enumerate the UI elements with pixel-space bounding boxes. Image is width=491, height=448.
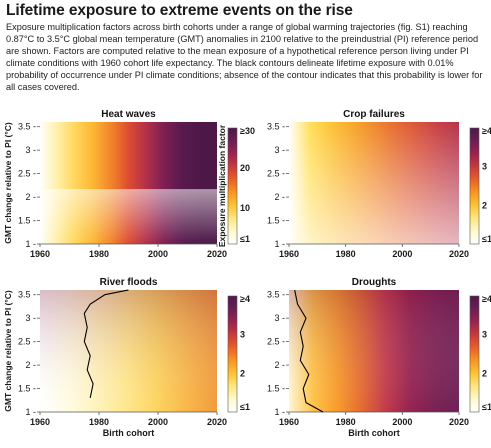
x-tick-label: 1980 — [336, 249, 356, 259]
x-tick-label: 2020 — [449, 249, 469, 259]
y-tick-label: 3.5 - — [267, 122, 285, 132]
y-tick-label: 3.5 - — [18, 122, 36, 132]
colorbar-tick-label: ≤1 — [482, 234, 491, 244]
colorbar-tick-label: 3 — [482, 330, 487, 340]
colorbar-tick-label: 20 — [240, 163, 250, 173]
colorbar-tick-label: 3 — [240, 330, 245, 340]
x-axis-label: Birth cohort — [348, 428, 400, 438]
colorbar-tick-label: 2 — [482, 200, 487, 210]
y-tick-label: 2.5 - — [18, 337, 36, 347]
colorbar — [469, 127, 480, 245]
colorbar-tick-label: ≥4 — [482, 126, 491, 136]
exposure-contour — [294, 289, 324, 413]
x-tick-label: 1980 — [336, 417, 356, 427]
heatmap-shading — [40, 290, 217, 412]
heatmap-panel-4: Droughts 1 - 1.5 - 2 - 2.5 - 3 - 3.5 - 1960 1980… — [267, 277, 491, 438]
y-tick-label: 2.5 - — [267, 337, 285, 347]
x-tick-label: 2000 — [392, 417, 412, 427]
x-tick-label: 1980 — [89, 417, 109, 427]
colorbar-tick-label: 2 — [482, 368, 487, 378]
x-tick-label: 2000 — [148, 417, 168, 427]
x-tick-label: 2000 — [148, 249, 168, 259]
x-tick-label: 1960 — [30, 249, 50, 259]
exposure-contour — [83, 289, 129, 399]
y-tick-label: 1 - — [274, 407, 285, 417]
y-tick-label: 3.5 - — [267, 290, 285, 300]
y-axis-label: GMT change relative to PI (°C) — [3, 122, 13, 244]
x-tick-label: 2020 — [207, 249, 227, 259]
colorbar-label: Exposure multiplication factor — [217, 124, 227, 247]
y-tick-label: 1.5 - — [18, 384, 36, 394]
y-tick-label: 2 - — [274, 192, 285, 202]
heatmap-shading — [289, 290, 459, 412]
colorbar-tick-label: ≤1 — [240, 402, 250, 412]
y-tick-label: 3.5 - — [18, 290, 36, 300]
y-tick-label: 1.5 - — [267, 216, 285, 226]
y-tick-label: 2.5 - — [18, 169, 36, 179]
heatmap-shading — [40, 189, 217, 244]
x-tick-label: 1960 — [279, 249, 299, 259]
y-axis-label: GMT change relative to PI (°C) — [3, 290, 13, 412]
y-tick-label: 3 - — [25, 145, 36, 155]
y-tick-label: 2.5 - — [267, 169, 285, 179]
panel-title: Crop failures — [343, 109, 405, 120]
figure-title: Lifetime exposure to extreme events on t… — [6, 2, 353, 19]
heatmap-panel-3: River floods 1 - 1.5 - 2 - 2.5 - 3 - 3.5 - 1960… — [3, 277, 250, 438]
colorbar-tick-label: 10 — [240, 203, 250, 213]
x-tick-label: 1960 — [30, 417, 50, 427]
colorbar — [227, 127, 238, 245]
colorbar-tick-label: 2 — [240, 368, 245, 378]
y-tick-label: 1.5 - — [18, 216, 36, 226]
colorbar-tick-label: ≥4 — [240, 294, 250, 304]
x-axis-label: Birth cohort — [103, 428, 155, 438]
figure-subtitle: Exposure multiplication factors across b… — [6, 22, 483, 93]
y-tick-label: 3 - — [25, 313, 36, 323]
x-tick-label: 2000 — [392, 249, 412, 259]
colorbar-tick-label: ≤1 — [240, 234, 250, 244]
x-tick-label: 1980 — [89, 249, 109, 259]
panel-title: Heat waves — [101, 109, 156, 120]
y-tick-label: 2 - — [25, 192, 36, 202]
x-tick-label: 2020 — [449, 417, 469, 427]
y-tick-label: 3 - — [274, 145, 285, 155]
panel-title: River floods — [100, 277, 158, 288]
colorbar-tick-label: ≤1 — [482, 402, 491, 412]
x-tick-label: 2020 — [207, 417, 227, 427]
colorbar — [469, 295, 480, 413]
colorbar-tick-label: ≥30 — [240, 126, 255, 136]
heatmap-panel-2: Crop failures 1 - 1.5 - 2 - 2.5 - 3 - 3.5 - 196… — [267, 109, 491, 259]
y-tick-label: 2 - — [25, 360, 36, 370]
y-tick-label: 3 - — [274, 313, 285, 323]
y-tick-label: 1.5 - — [267, 384, 285, 394]
panel-title: Droughts — [352, 277, 397, 288]
y-tick-label: 2 - — [274, 360, 285, 370]
y-tick-label: 1 - — [25, 239, 36, 249]
colorbar — [227, 295, 238, 413]
y-tick-label: 1 - — [25, 407, 36, 417]
x-tick-label: 1960 — [279, 417, 299, 427]
heatmap-panel-1: Heat waves 1 - 1.5 - 2 - 2.5 - 3 - 3.5 - 1960 19… — [3, 109, 255, 259]
heatmap-shading — [289, 122, 459, 244]
y-tick-label: 1 - — [274, 239, 285, 249]
colorbar-tick-label: ≥4 — [482, 294, 491, 304]
colorbar-tick-label: 3 — [482, 162, 487, 172]
